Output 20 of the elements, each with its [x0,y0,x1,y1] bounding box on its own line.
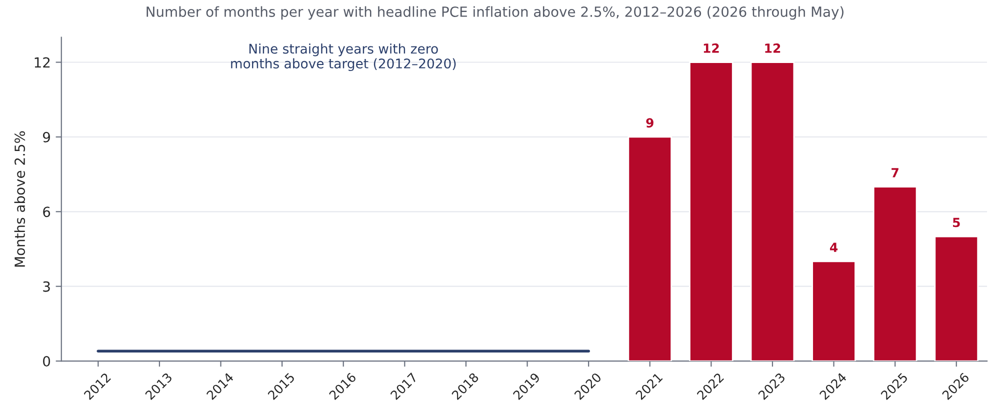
data-label: 4 [830,242,838,252]
y-tick-label: 6 [43,206,50,218]
annotation: Nine straight years with zero months above target (2012–2020) [231,44,456,72]
bar [689,62,734,362]
bar [934,236,979,362]
bar [628,136,672,362]
data-label: 5 [952,218,960,228]
data-label: 12 [704,43,719,53]
y-axis-title: Months above 2.5% [14,131,26,267]
data-label: 7 [892,168,898,178]
bar [812,260,856,362]
bar [872,186,918,362]
y-tick-label: 9 [43,132,50,142]
chart-title: Number of months per year with headline PCE inflation above 2.5%, 2012–2026 (2026 through May) [146,6,844,20]
data-label: 12 [765,43,780,53]
y-tick-label: 3 [43,281,50,292]
y-tick-label: 12 [34,57,50,68]
bar [750,62,795,362]
y-tick-label: 0 [43,356,50,367]
data-label: 9 [646,118,654,128]
